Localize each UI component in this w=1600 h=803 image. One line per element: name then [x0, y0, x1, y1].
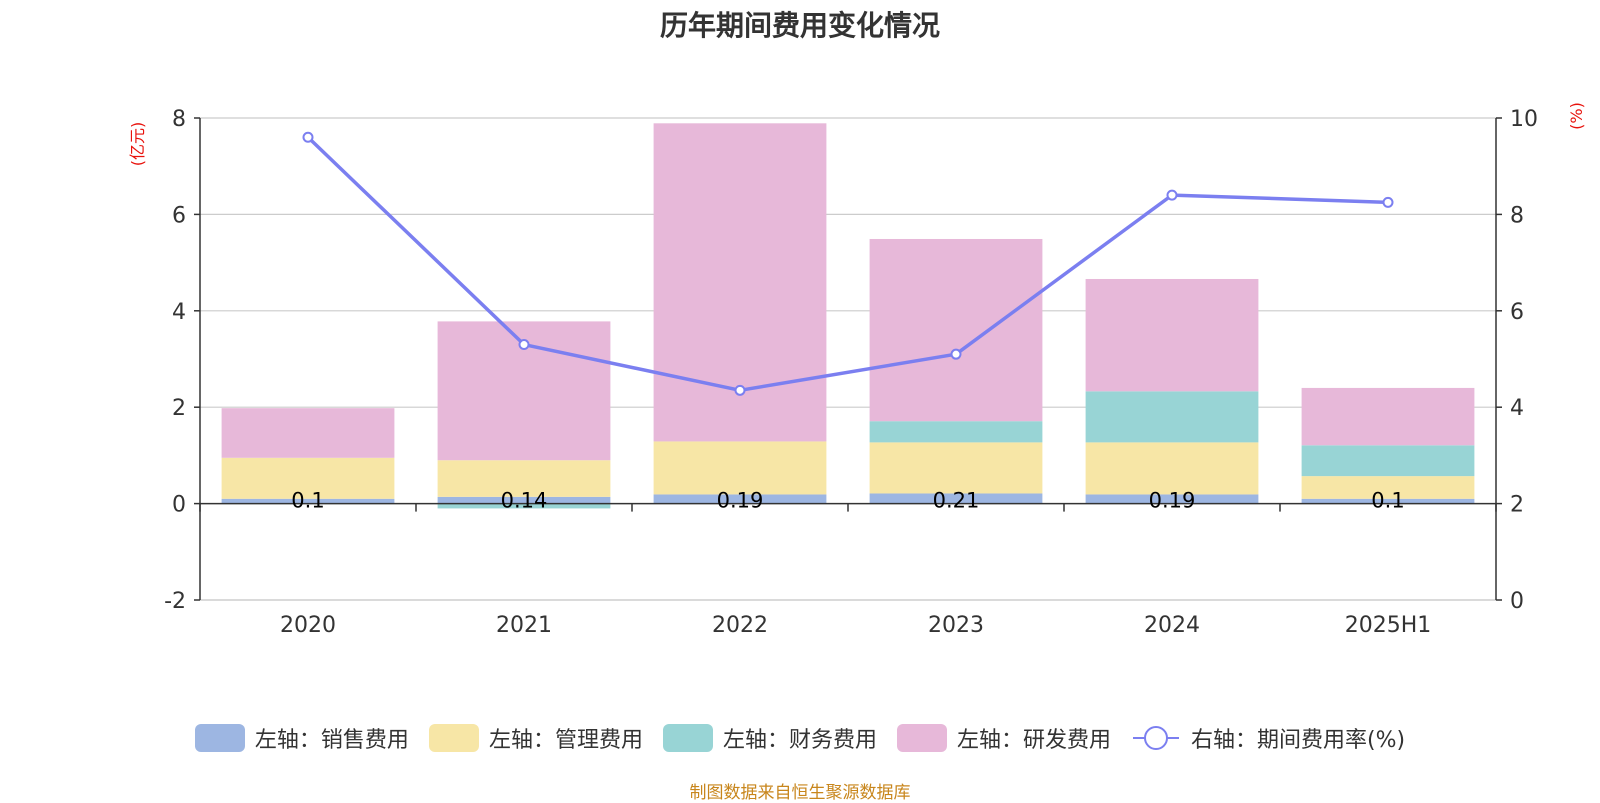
legend-label: 左轴：销售费用: [254, 728, 409, 753]
bar: [1085, 391, 1259, 443]
bar: [221, 408, 395, 458]
line-point: [734, 384, 746, 396]
bar-data-label: 0.19: [1149, 489, 1196, 513]
x-axis-tick-label: 2021: [496, 613, 552, 638]
left-axis-tick-label: 6: [172, 203, 186, 228]
right-axis-tick-label: 6: [1510, 300, 1524, 325]
left-axis-tick-label: 8: [172, 107, 186, 132]
bar: [653, 441, 827, 495]
left-axis-tick-label: 0: [172, 493, 186, 518]
line-point: [1382, 196, 1394, 208]
legend-line-marker: [1143, 726, 1168, 750]
data-source-note: 制图数据来自恒生聚源数据库: [689, 783, 911, 803]
right-axis-tick-label: 4: [1510, 396, 1524, 421]
right-axis-tick-label: 10: [1510, 107, 1538, 132]
bar: [1301, 498, 1475, 504]
bar-data-label: 0.21: [933, 489, 980, 513]
left-axis-tick-label: 2: [172, 396, 186, 421]
line-series: [302, 131, 1394, 396]
chart-title: 历年期间费用变化情况: [659, 9, 940, 42]
bar: [437, 496, 611, 504]
legend: 左轴：销售费用 左轴：管理费用 左轴：财务费用 左轴：研发费用 右轴：期间费用率(%): [0, 722, 1600, 754]
bar-data-label: 0.14: [501, 489, 548, 513]
bar: [1301, 387, 1475, 446]
right-axis-tick-label: 2: [1510, 493, 1524, 518]
left-axis-unit: (亿元): [128, 122, 147, 167]
bar-data-label: 0.19: [717, 489, 764, 513]
bar: [1085, 494, 1259, 504]
bar: [1301, 476, 1475, 499]
left-axis-tick-label: -2: [164, 589, 186, 614]
x-axis-tick-label: 2022: [712, 613, 768, 638]
bar: [869, 421, 1043, 443]
bar: [869, 238, 1043, 422]
legend-item[interactable]: 左轴：销售费用: [194, 722, 409, 754]
legend-swatch: [428, 724, 479, 752]
line-point: [518, 339, 530, 351]
right-axis-tick-label: 8: [1510, 203, 1524, 228]
x-axis-tick-label: 2023: [928, 613, 984, 638]
legend-item[interactable]: 右轴：期间费用率(%): [1131, 722, 1405, 754]
legend-item[interactable]: 左轴：管理费用: [428, 722, 643, 754]
bar-data-label: 0.1: [1371, 489, 1404, 513]
left-axis-tick-label: 4: [172, 300, 186, 325]
line-point: [1166, 189, 1178, 201]
line-point: [950, 348, 962, 360]
x-axis-tick-label: 2020: [280, 613, 336, 638]
legend-swatch: [194, 724, 245, 752]
bar: [1301, 445, 1475, 477]
x-axis-tick-label: 2025H1: [1345, 613, 1432, 638]
legend-label: 右轴：期间费用率(%): [1190, 728, 1406, 753]
bar: [653, 494, 827, 504]
legend-item[interactable]: 左轴：财务费用: [662, 722, 877, 754]
legend-swatch: [896, 724, 947, 752]
bar: [437, 503, 611, 509]
grid-lines: [200, 117, 1496, 601]
bar: [1085, 442, 1259, 495]
bar: [437, 460, 611, 497]
legend-line-icon: [1132, 726, 1179, 750]
right-axis-unit: (%): [1567, 102, 1586, 130]
bar: [869, 442, 1043, 494]
bar-series: [221, 123, 1475, 509]
line-series-path: [306, 136, 1389, 393]
legend-label: 左轴：财务费用: [722, 728, 877, 753]
right-axis-tick-label: 0: [1510, 589, 1524, 614]
line-point: [302, 131, 314, 143]
bar: [221, 457, 395, 499]
x-axis-tick-label: 2024: [1144, 613, 1200, 638]
bar: [1085, 278, 1259, 392]
bar: [221, 498, 395, 504]
bar: [869, 493, 1043, 504]
legend-item[interactable]: 左轴：研发费用: [896, 722, 1111, 754]
legend-label: 左轴：管理费用: [488, 728, 643, 753]
bar-data-label: 0.1: [291, 489, 324, 513]
data-labels: 0.1 0.14 0.19 0.21 0.19 0.1: [291, 489, 1404, 513]
legend-swatch: [662, 724, 713, 752]
legend-label: 左轴：研发费用: [956, 728, 1111, 753]
